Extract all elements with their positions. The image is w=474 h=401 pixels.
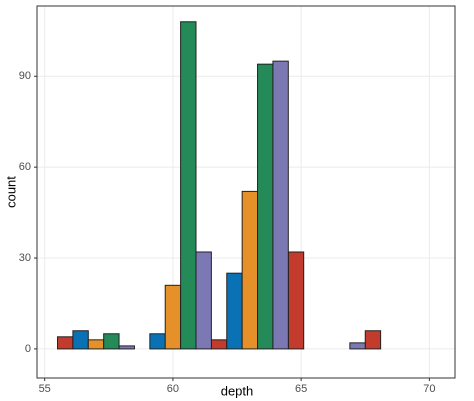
x-axis-title: depth	[221, 383, 254, 398]
bar	[287, 251, 305, 350]
bar	[241, 190, 259, 350]
bar	[180, 21, 197, 350]
x-tick-label: 70	[423, 383, 435, 395]
bar	[87, 339, 105, 350]
bar	[57, 336, 74, 350]
bar	[72, 330, 89, 350]
bar	[210, 339, 228, 350]
x-tick-label: 65	[295, 383, 307, 395]
y-tick-label: 0	[25, 343, 31, 355]
bar	[349, 342, 366, 350]
bar	[364, 330, 382, 350]
y-tick-label: 60	[19, 161, 31, 173]
bar	[164, 284, 182, 350]
bars	[57, 21, 382, 350]
bar	[272, 60, 289, 350]
y-tick-label: 30	[19, 252, 31, 264]
bar	[118, 345, 135, 350]
x-tick-label: 60	[167, 383, 179, 395]
bar	[226, 272, 243, 350]
x-tick-label: 55	[39, 383, 51, 395]
bar	[195, 251, 212, 350]
bar	[149, 333, 166, 350]
y-tick-label: 90	[19, 70, 31, 82]
y-axis-title: count	[3, 176, 18, 208]
panel-border	[36, 5, 456, 379]
bar	[103, 333, 120, 350]
bar	[257, 63, 274, 350]
